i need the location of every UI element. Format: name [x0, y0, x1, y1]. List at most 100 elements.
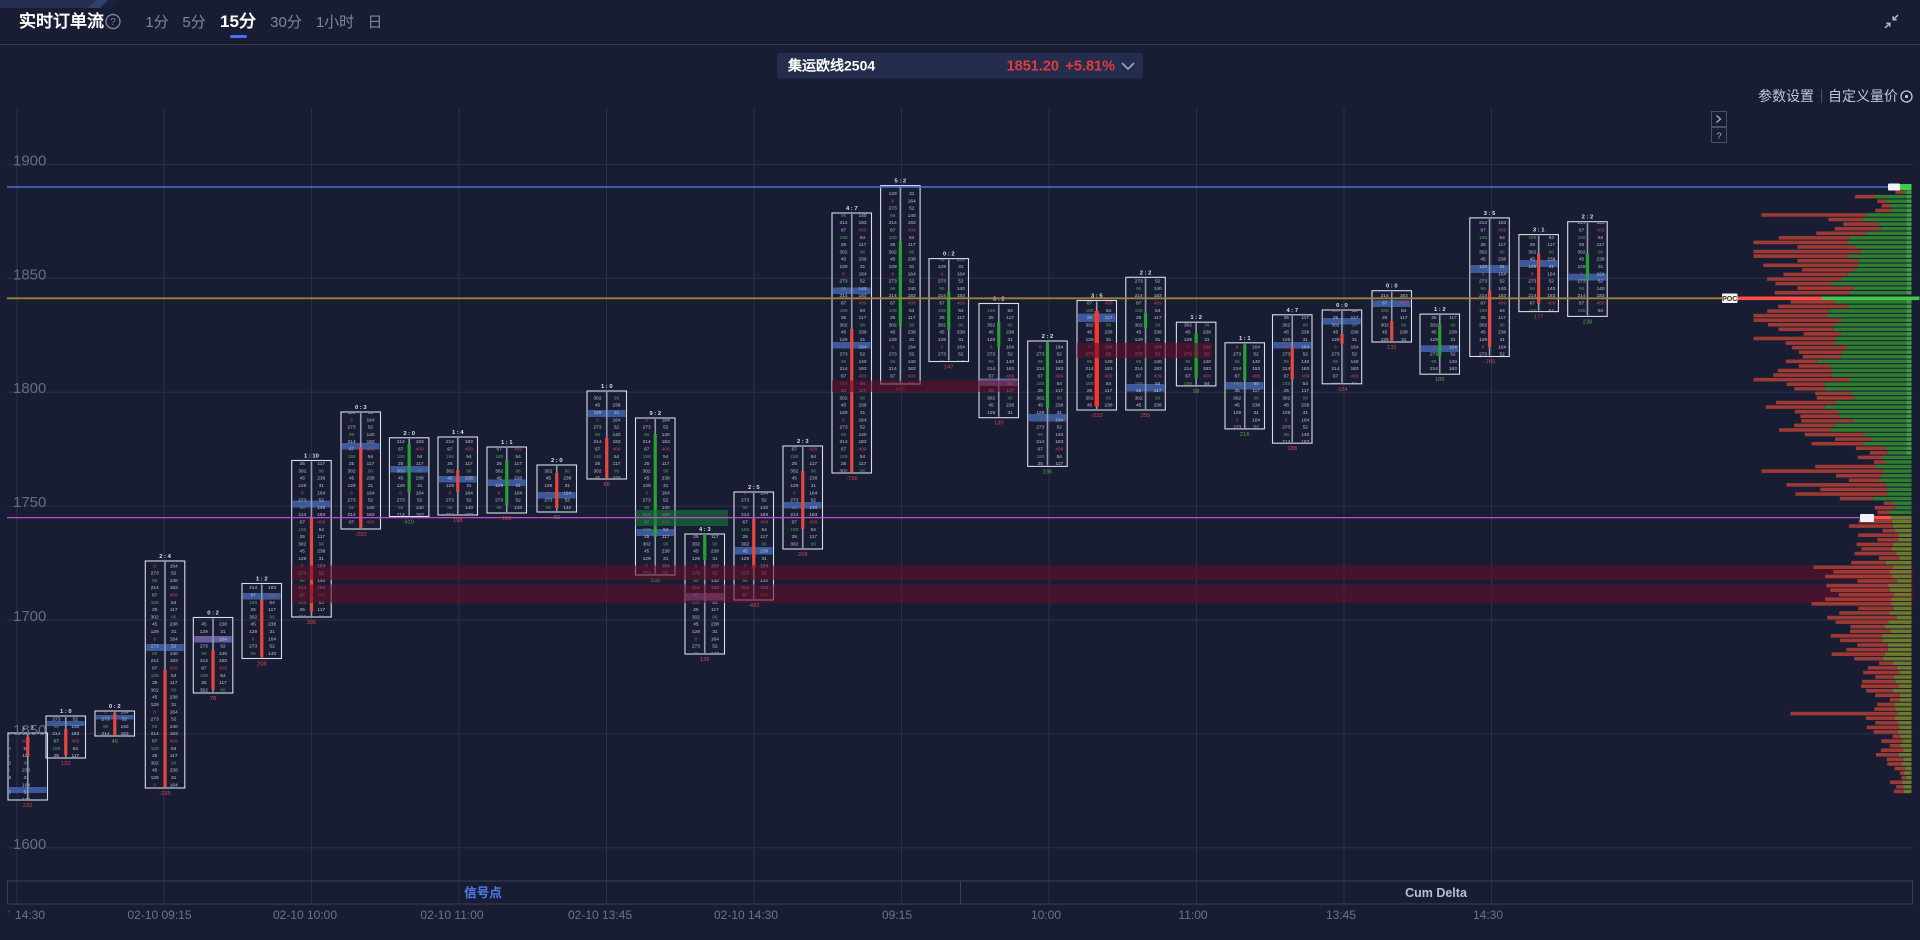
- svg-text:216: 216: [1240, 432, 1250, 438]
- svg-text:1 : 10: 1 : 10: [304, 454, 319, 460]
- svg-text:1800: 1800: [13, 380, 46, 397]
- svg-text:1 : 1: 1 : 1: [1239, 336, 1251, 342]
- svg-text:3 : 1: 3 : 1: [1533, 228, 1545, 234]
- svg-text:306: 306: [307, 620, 317, 626]
- svg-text:0 : 2: 0 : 2: [993, 297, 1005, 303]
- svg-text:10:00: 10:00: [1031, 908, 1061, 922]
- svg-text:1 : 2: 1 : 2: [22, 726, 34, 732]
- svg-text:1850: 1850: [13, 266, 46, 283]
- svg-text:0 : 0: 0 : 0: [1386, 284, 1398, 290]
- svg-text:1900: 1900: [13, 152, 46, 169]
- svg-text:’: ’: [8, 909, 10, 919]
- svg-text:1851.20: 1851.20: [1007, 59, 1059, 75]
- svg-text:02-10 09:15: 02-10 09:15: [127, 908, 191, 922]
- svg-text:2 : 2: 2 : 2: [1042, 334, 1054, 340]
- svg-text:09:15: 09:15: [882, 908, 912, 922]
- svg-text:3 : 5: 3 : 5: [1091, 294, 1103, 300]
- svg-text:1 : 2: 1 : 2: [1434, 307, 1446, 313]
- svg-text:2 : 4: 2 : 4: [159, 554, 171, 560]
- svg-text:132: 132: [61, 761, 71, 767]
- svg-text:0 : 2: 0 : 2: [109, 704, 121, 710]
- svg-text:147: 147: [944, 365, 954, 371]
- svg-text:5 : 2: 5 : 2: [895, 179, 907, 185]
- svg-text:+5.81%: +5.81%: [1065, 59, 1115, 75]
- svg-text:1 : 2: 1 : 2: [256, 577, 268, 583]
- svg-text:2 : 2: 2 : 2: [1582, 215, 1594, 221]
- svg-text:188: 188: [1287, 446, 1297, 452]
- svg-text:02-10 11:00: 02-10 11:00: [420, 908, 483, 922]
- svg-text:1小时: 1小时: [316, 14, 354, 31]
- svg-text:Cum Delta: Cum Delta: [1405, 886, 1468, 900]
- svg-text:198: 198: [453, 518, 463, 524]
- svg-text:5分: 5分: [182, 14, 205, 31]
- svg-text:14:30: 14:30: [15, 908, 45, 922]
- svg-text:2 : 3: 2 : 3: [797, 439, 809, 445]
- svg-text:1650: 1650: [13, 722, 46, 739]
- svg-text:116: 116: [502, 516, 511, 522]
- svg-text:255: 255: [1141, 413, 1151, 419]
- svg-text:-184: -184: [1336, 387, 1348, 393]
- svg-text:集运欧线2504: 集运欧线2504: [787, 58, 875, 74]
- svg-text:136: 136: [700, 657, 710, 663]
- svg-text:实时订单流: 实时订单流: [19, 11, 104, 31]
- svg-text:99: 99: [1193, 389, 1199, 395]
- svg-text:4 : 7: 4 : 7: [846, 206, 858, 212]
- svg-text:1 : 0: 1 : 0: [60, 709, 72, 715]
- svg-text:2 : 5: 2 : 5: [748, 485, 760, 491]
- svg-text:88: 88: [604, 482, 610, 488]
- svg-text:238: 238: [1583, 319, 1593, 325]
- svg-text:2 : 0: 2 : 0: [551, 458, 563, 464]
- svg-text:4 : 7: 4 : 7: [1286, 308, 1298, 314]
- svg-text:信号点: 信号点: [464, 885, 502, 900]
- svg-text:02-10 13:45: 02-10 13:45: [568, 908, 632, 922]
- svg-text:30分: 30分: [270, 14, 302, 31]
- svg-text:46: 46: [112, 739, 118, 745]
- svg-text:日: 日: [367, 14, 382, 31]
- svg-text:-492: -492: [748, 603, 760, 609]
- svg-text:1分: 1分: [145, 14, 168, 31]
- svg-text:9 : 2: 9 : 2: [649, 411, 661, 417]
- svg-text:3 : 5: 3 : 5: [1484, 211, 1496, 217]
- svg-text:186: 186: [1435, 377, 1445, 383]
- svg-text:02-10 14:30: 02-10 14:30: [714, 908, 778, 922]
- svg-text:78: 78: [210, 696, 216, 702]
- svg-text:410: 410: [404, 520, 414, 526]
- svg-text:参数设置: 参数设置: [1758, 88, 1814, 104]
- svg-text:14:30: 14:30: [1473, 908, 1503, 922]
- svg-text:-736: -736: [846, 476, 858, 482]
- svg-text:02-10 10:00: 02-10 10:00: [273, 908, 337, 922]
- svg-text:自定义量价: 自定义量价: [1828, 88, 1898, 104]
- svg-text:-233: -233: [1091, 413, 1103, 419]
- svg-text:-785: -785: [1484, 360, 1496, 366]
- svg-text:0 : 2: 0 : 2: [943, 252, 955, 258]
- svg-text:-235: -235: [159, 791, 171, 797]
- svg-text:11:00: 11:00: [1178, 908, 1207, 922]
- svg-text:13:45: 13:45: [1326, 908, 1356, 922]
- svg-text:2 : 0: 2 : 0: [403, 431, 415, 437]
- svg-text:232: 232: [23, 803, 33, 809]
- svg-text:208: 208: [798, 552, 808, 558]
- svg-text:1 : 0: 1 : 0: [601, 384, 613, 390]
- svg-text:2 : 2: 2 : 2: [1140, 270, 1152, 276]
- svg-text:135: 135: [1387, 345, 1397, 351]
- svg-text:?: ?: [110, 17, 116, 28]
- svg-text:0 : 2: 0 : 2: [207, 611, 219, 617]
- svg-text:130: 130: [994, 421, 1004, 427]
- svg-text:208: 208: [650, 578, 660, 584]
- svg-text:1 : 2: 1 : 2: [1190, 315, 1202, 321]
- svg-text:177: 177: [1534, 315, 1544, 321]
- svg-text:1700: 1700: [13, 608, 46, 625]
- svg-text:1600: 1600: [13, 836, 46, 853]
- svg-text:POC: POC: [1722, 296, 1737, 303]
- svg-text:1 : 1: 1 : 1: [501, 440, 513, 446]
- svg-text:1 : 4: 1 : 4: [452, 430, 464, 436]
- svg-text:0 : 3: 0 : 3: [355, 405, 367, 411]
- svg-text:15分: 15分: [220, 12, 256, 31]
- svg-text:4 : 3: 4 : 3: [699, 527, 711, 533]
- svg-text:-232: -232: [355, 532, 367, 538]
- svg-text:0 : 0: 0 : 0: [1336, 303, 1348, 309]
- svg-text:236: 236: [1043, 469, 1053, 475]
- svg-text:?: ?: [1716, 131, 1721, 141]
- svg-text:208: 208: [257, 662, 267, 668]
- svg-text:1750: 1750: [13, 494, 46, 511]
